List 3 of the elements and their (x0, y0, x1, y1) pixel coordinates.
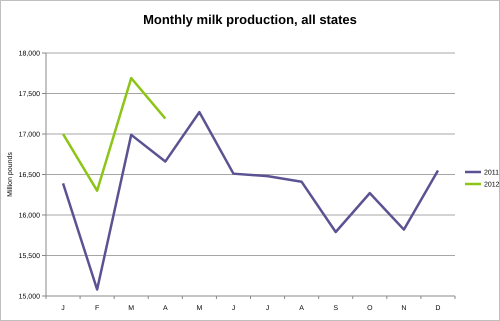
line-series (62, 76, 167, 192)
line-series (62, 110, 440, 291)
chart-title: Monthly milk production, all states (143, 12, 357, 27)
